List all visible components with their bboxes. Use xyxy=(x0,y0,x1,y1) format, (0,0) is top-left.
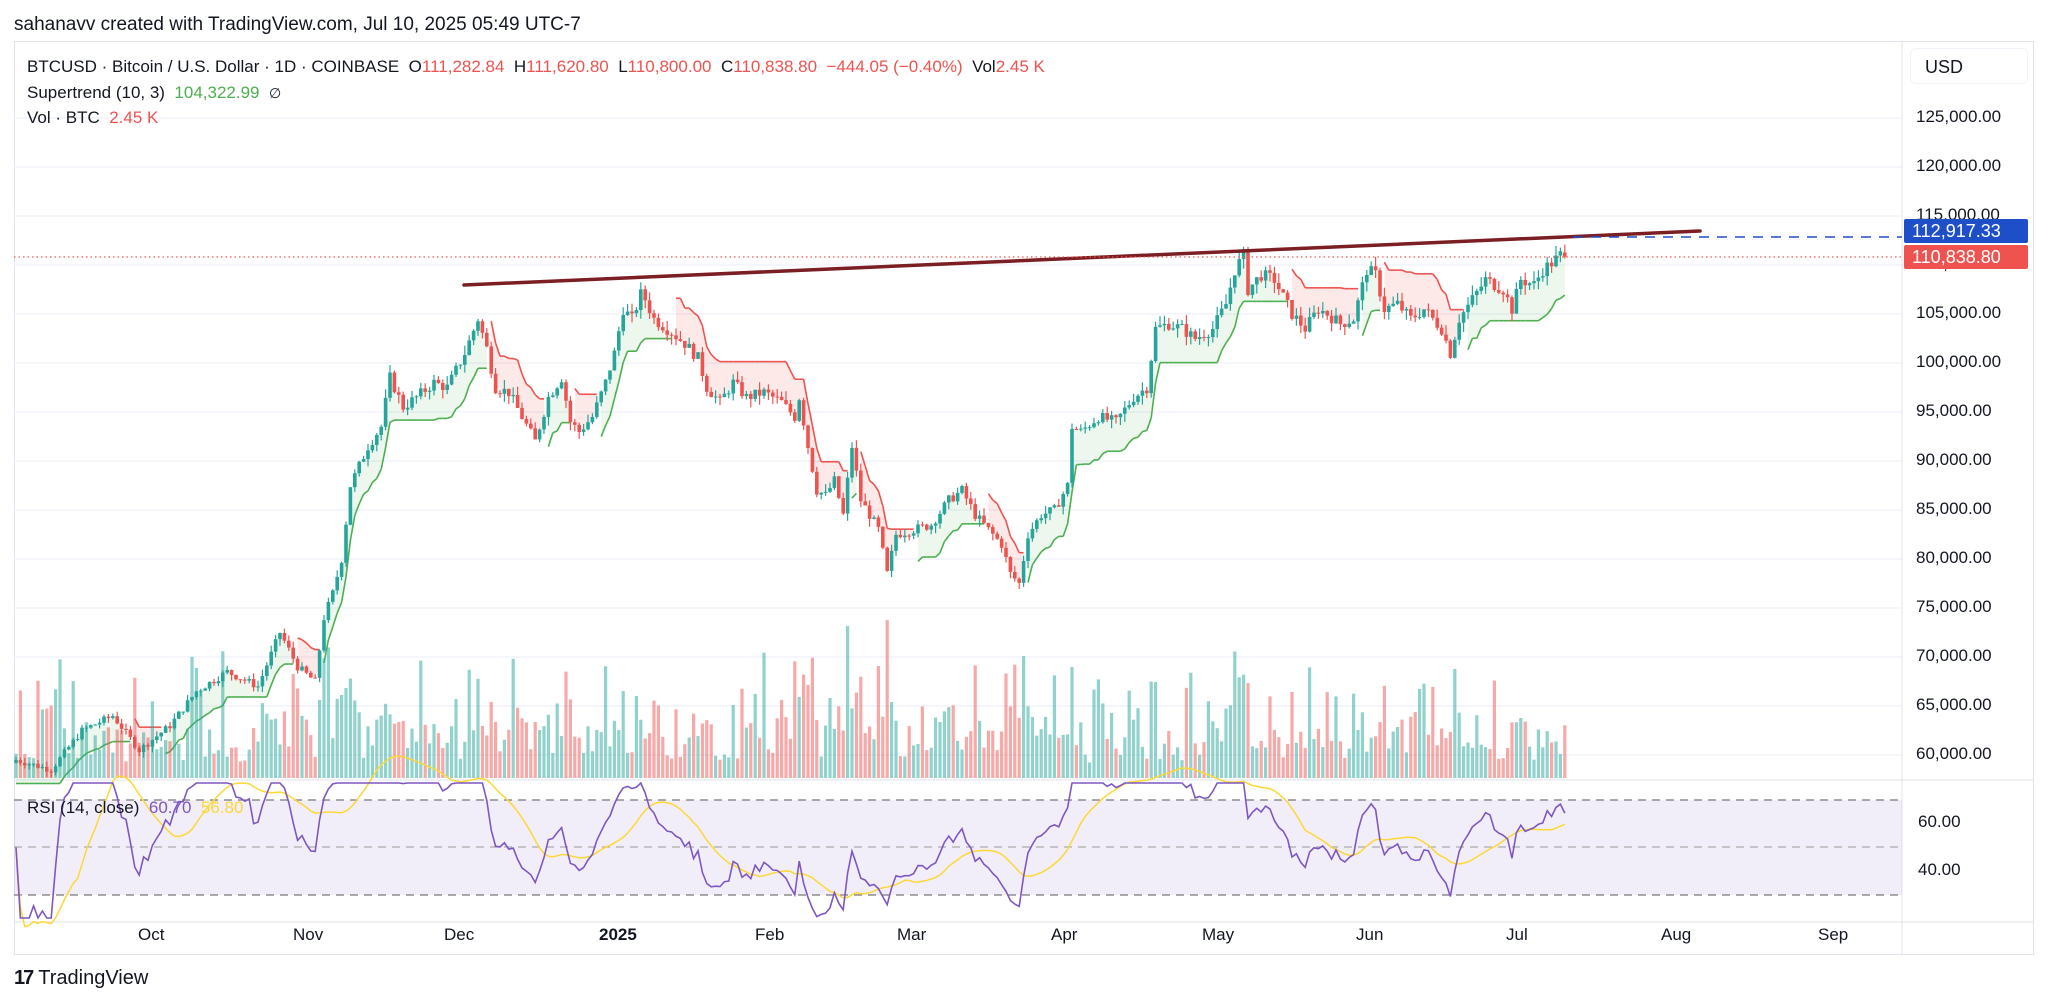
price-tick: 95,000.00 xyxy=(1916,401,1992,420)
supertrend-value: 104,322.99 xyxy=(174,83,260,102)
rsi-value: 60.70 xyxy=(148,798,192,817)
low-label: L xyxy=(618,57,628,76)
volume-label: Vol · BTC xyxy=(27,108,100,127)
supertrend-label: Supertrend (10, 3) xyxy=(27,83,165,102)
volume-legend[interactable]: Vol · BTC 2.45 K xyxy=(27,108,158,128)
vol-value: 2.45 K xyxy=(995,57,1045,76)
time-tick-aug: Aug xyxy=(1661,925,1692,944)
time-tick-jun: Jun xyxy=(1356,925,1384,944)
tradingview-brand: TradingView xyxy=(38,967,149,989)
price-tick: 90,000.00 xyxy=(1916,450,1992,469)
time-tick-may: May xyxy=(1202,925,1235,944)
high-value: 111,620.80 xyxy=(526,57,609,76)
change-value: −444.05 (−0.40%) xyxy=(826,57,963,76)
currency-selector[interactable]: USD xyxy=(1910,48,2028,84)
symbol-legend[interactable]: BTCUSD · Bitcoin / U.S. Dollar · 1D · CO… xyxy=(27,57,1045,77)
price-tick: 60,000.00 xyxy=(1916,744,1992,763)
symbol-title: BTCUSD · Bitcoin / U.S. Dollar · 1D · CO… xyxy=(27,57,400,76)
close-label: C xyxy=(720,57,734,76)
time-tick-2025: 2025 xyxy=(599,925,637,944)
low-value: 110,800.00 xyxy=(627,57,712,76)
chart-frame xyxy=(14,41,2034,955)
hidden-values-icon[interactable]: ∅ xyxy=(268,85,282,101)
vol-label: Vol xyxy=(972,57,996,76)
price-tick: 85,000.00 xyxy=(1916,499,1992,518)
rsi-tick-40: 40.00 xyxy=(1918,860,1961,879)
last-price-badge: 110,838.80 xyxy=(1904,245,2028,269)
trendline-price-badge: 112,917.33 xyxy=(1904,219,2028,243)
chart-credit: sahanavv created with TradingView.com, J… xyxy=(14,14,581,35)
rsi-legend[interactable]: RSI (14, close) 60.70 56.80 xyxy=(27,798,243,818)
price-tick: 100,000.00 xyxy=(1916,352,2002,371)
high-label: H xyxy=(513,57,527,76)
price-tick: 70,000.00 xyxy=(1916,646,1992,665)
open-label: O xyxy=(408,57,422,76)
rsi-tick-60: 60.00 xyxy=(1918,812,1961,831)
time-tick-oct: Oct xyxy=(138,925,165,944)
supertrend-legend[interactable]: Supertrend (10, 3) 104,322.99 ∅ xyxy=(27,83,281,103)
rsi-ma-value: 56.80 xyxy=(200,798,244,817)
tradingview-mark-icon: 17 xyxy=(14,967,34,989)
volume-value: 2.45 K xyxy=(109,108,159,127)
time-tick-feb: Feb xyxy=(755,925,785,944)
time-tick-mar: Mar xyxy=(897,925,927,944)
rsi-label: RSI (14, close) xyxy=(27,798,140,817)
time-tick-apr: Apr xyxy=(1051,925,1078,944)
time-tick-jul: Jul xyxy=(1506,925,1528,944)
price-tick: 80,000.00 xyxy=(1916,548,1992,567)
price-tick: 65,000.00 xyxy=(1916,695,1992,714)
resistance-trendline xyxy=(462,229,1702,287)
time-tick-dec: Dec xyxy=(444,925,475,944)
close-value: 110,838.80 xyxy=(733,57,818,76)
price-tick: 125,000.00 xyxy=(1916,107,2002,126)
price-tick: 120,000.00 xyxy=(1916,156,2002,175)
time-tick-sep: Sep xyxy=(1818,925,1849,944)
time-tick-nov: Nov xyxy=(293,925,324,944)
open-value: 111,282.84 xyxy=(421,57,505,76)
price-tick: 105,000.00 xyxy=(1916,303,2002,322)
tradingview-logo[interactable]: 17 TradingView xyxy=(14,967,148,990)
price-tick: 75,000.00 xyxy=(1916,597,1992,616)
